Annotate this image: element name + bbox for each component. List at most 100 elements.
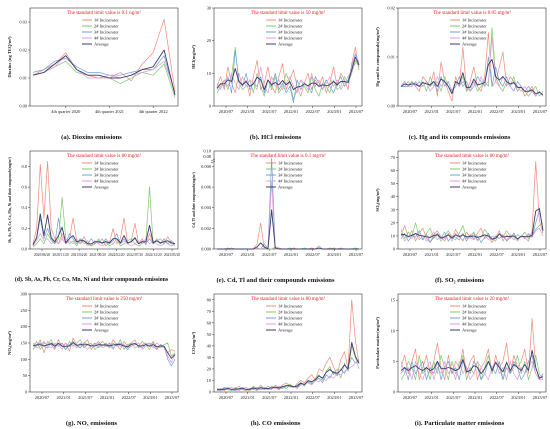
caption-letter: (i). <box>414 420 423 427</box>
limit-text: The standard limit value is 20 mg/m³ <box>435 296 509 302</box>
caption-letter: (d). <box>14 277 24 283</box>
caption-letter: (c). <box>408 134 418 141</box>
x-tick-label: 2021/07 <box>446 252 461 257</box>
legend-label-5: Average <box>94 42 109 47</box>
y-tick-label: 80 <box>207 297 212 302</box>
x-tick-label: 2020/07 <box>219 109 234 114</box>
chart-caption-i: (i). Particulate matter emissions <box>368 420 550 427</box>
legend-label-5: Average <box>278 328 293 333</box>
legend-label-2: 2# Incinerator <box>278 310 303 315</box>
x-tick-label: 2020/06/20 <box>34 253 51 257</box>
x-tick-label: 2021/07 <box>78 395 93 400</box>
legend-label-4: 4# Incinerator <box>462 179 487 184</box>
chart-caption-b: (b). HCl emissions <box>184 134 367 141</box>
chart-panel-i: The standard limit value is 20 mg/m³ 0 5 10… <box>368 286 550 429</box>
legend-label-5: Average <box>94 328 109 333</box>
chart-panel-h: The standard limit value is 80 mg/m³ 0 10 2… <box>184 286 367 429</box>
caption-letter: (f). <box>434 277 444 284</box>
y-tick-label: 300 <box>20 292 27 297</box>
x-tick-label: 2020/11/20 <box>52 253 68 257</box>
chart-caption-h: (h). CO emissions <box>184 420 367 427</box>
caption-text: HCl emissions <box>259 134 302 141</box>
y-tick-label: 40 <box>207 343 212 348</box>
y-tick-label: 0.01 <box>387 55 395 60</box>
series-line-4 <box>217 181 359 250</box>
legend-label-2: 2# Incinerator <box>278 167 303 172</box>
x-tick-label: 4th quarter 2021 <box>95 109 124 114</box>
chart-svg-i: The standard limit value is 20 mg/m³ 0 5 10… <box>375 293 548 400</box>
x-tick-label: 2021/01 <box>424 109 438 114</box>
x-tick-label: 2023/01 <box>511 109 525 114</box>
x-tick-label: 2020/07 <box>403 252 418 257</box>
legend-label-1: 1# Incinerator <box>94 161 119 166</box>
limit-text: The standard limit value is 50 mg/m³ <box>251 10 325 16</box>
x-tick-label: 2020/07 <box>403 109 418 114</box>
y-tick-label: 10 <box>391 233 396 238</box>
x-tick-label: 2021/01 <box>240 252 254 257</box>
chart-panel-e: The standard limit value is 0.1 mg/m³ 0.0… <box>184 143 367 286</box>
chart-caption-d: (d). Sb, As, Pb, Cr, Co, Mn, Ni and thei… <box>0 277 183 283</box>
y-tick-label: 0.10 <box>203 149 211 154</box>
y-tick-label: 0 <box>393 390 396 395</box>
legend-label-3: 3# Incinerator <box>94 30 119 35</box>
x-tick-label: 2022/07 <box>305 395 320 400</box>
series-line-4 <box>216 361 360 392</box>
caption-text: Hg and its compounds emissions <box>417 134 511 141</box>
y-axis-label: Sb, As, Pb, Cr, Co, Mn, Ni and their com… <box>8 156 12 242</box>
chart-panel-b: The standard limit value is 50 mg/m³ 0 10 2… <box>184 0 367 143</box>
y-tick-label: 30 <box>207 6 212 11</box>
legend-label-2: 2# Incinerator <box>462 24 487 29</box>
chart-svg-g: The standard limit value is 250 mg/m³ 0 50… <box>7 292 180 401</box>
caption-letter: (e). <box>216 277 226 284</box>
x-tick-label: 2021/07 <box>262 252 277 257</box>
x-tick-label: 2023/01 <box>327 395 341 400</box>
y-tick-label: 0.006 <box>201 185 212 190</box>
x-tick-label: 2022/07 <box>489 395 504 400</box>
series-line-5 <box>401 208 544 240</box>
x-tick-label: 2022/01 <box>468 395 482 400</box>
y-tick-label: 50 <box>391 181 396 186</box>
x-tick-label: 2022/07 <box>121 395 136 400</box>
x-tick-label: 2023/07 <box>533 395 548 400</box>
legend-label-1: 1# Incinerator <box>462 161 487 166</box>
y-tick-label: 0.00 <box>19 104 27 109</box>
series-line-3 <box>32 217 176 245</box>
series-line-3 <box>400 209 544 243</box>
x-tick-label: 2022/01 <box>468 109 482 114</box>
limit-text: The standard limit value is 80 mg/m³ <box>435 153 509 159</box>
x-tick-label: 2021/01 <box>424 395 438 400</box>
legend-label-5: Average <box>462 328 477 333</box>
x-tick-label: 2023/07 <box>533 252 548 257</box>
x-tick-label: 2020/07 <box>403 395 418 400</box>
y-tick-label: 0.0 <box>22 247 28 252</box>
chart-caption-f: (f). SO₂ emissions <box>368 277 550 284</box>
limit-text: The standard limit value is 80 mg/m³ <box>251 296 325 302</box>
caption-text: NOₓ emissions <box>75 420 118 427</box>
y-tick-label: 0.6 <box>22 185 28 190</box>
legend-label-3: 3# Incinerator <box>278 173 303 178</box>
x-tick-label: 2022/02/20 <box>108 253 125 257</box>
y-tick-label: 30 <box>391 207 396 212</box>
caption-letter: (b). <box>249 134 260 141</box>
x-tick-label: 4th quarter 2020 <box>51 109 81 114</box>
legend-label-4: 4# Incinerator <box>462 322 487 327</box>
caption-text: CO emissions <box>260 420 301 427</box>
y-tick-label: 0.002 <box>201 226 211 231</box>
legend-label-1: 1# Incinerator <box>462 304 487 309</box>
legend-label-1: 1# Incinerator <box>278 304 303 309</box>
chart-panel-a: The standard limit value is 0.1 ng/m³ 0.0… <box>0 0 183 143</box>
x-tick-label: 2022/01 <box>468 252 482 257</box>
x-tick-label: 2021/01 <box>240 109 254 114</box>
chart-panel-c: The standard limit value is 0.05 mg/m³ 0.… <box>368 0 550 143</box>
x-tick-label: 2020/07 <box>219 252 234 257</box>
y-tick-label: 20 <box>391 220 396 225</box>
x-tick-label: 2022/01 <box>284 109 298 114</box>
legend-label-2: 2# Incinerator <box>462 310 487 315</box>
x-tick-label: 2021/07 <box>446 109 461 114</box>
caption-text: SO₂ emissions <box>443 277 485 284</box>
legend-label-2: 2# Incinerator <box>94 310 119 315</box>
y-tick-label: 0.08 <box>203 154 211 159</box>
x-tick-label: 2020/07 <box>35 395 50 400</box>
plot-frame <box>213 293 363 393</box>
